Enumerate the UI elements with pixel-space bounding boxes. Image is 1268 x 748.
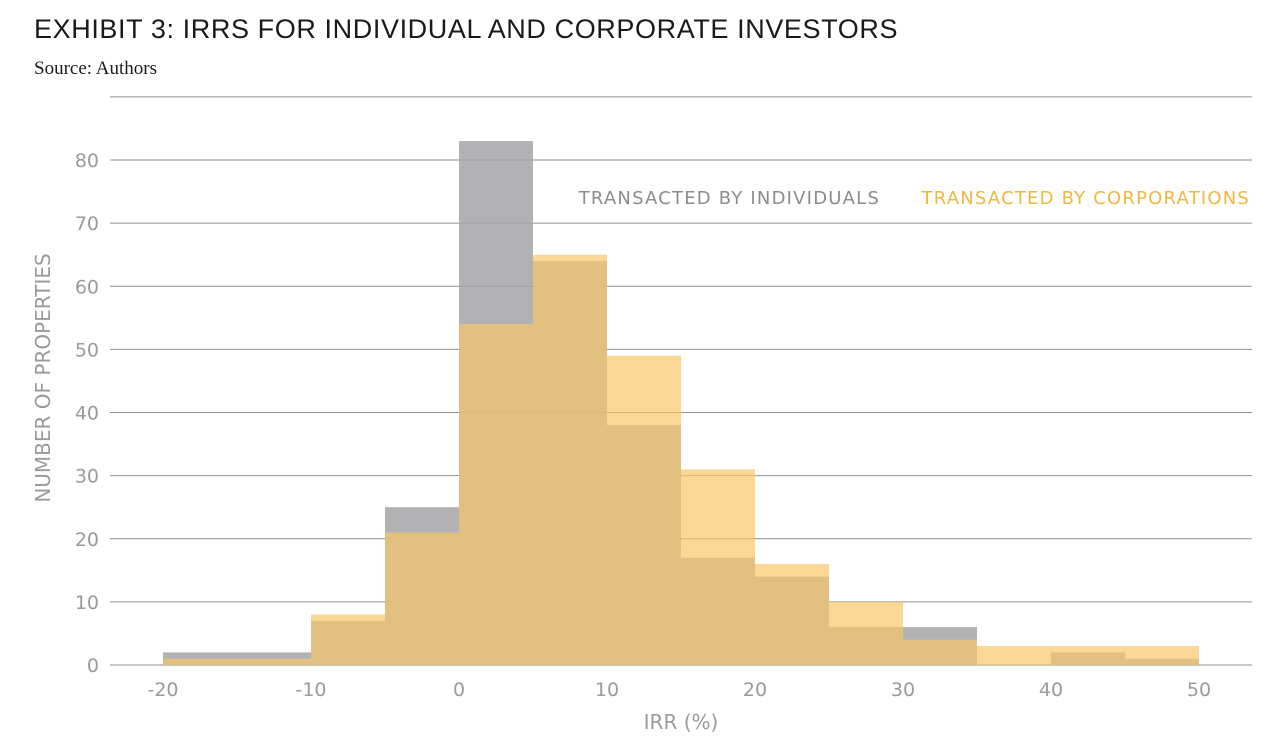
y-tick-label: 30 [75,466,99,488]
exhibit-source: Source: Authors [34,58,157,79]
x-tick-label: 50 [1187,679,1211,701]
histogram-bars [163,141,1199,665]
bar-corporations [459,324,533,665]
y-axis-label: NUMBER OF PROPERTIES [31,253,55,502]
bar-corporations [681,469,755,665]
legend-individuals: TRANSACTED BY INDIVIDUALS [578,188,880,209]
y-tick-label: 10 [75,592,99,614]
x-tick-label: -10 [295,679,326,701]
y-tick-label: 40 [75,403,99,425]
y-tick-label: 70 [75,213,99,235]
x-tick-label: 20 [743,679,767,701]
bar-corporations [1051,646,1125,665]
bar-corporations [385,532,459,665]
bar-corporations [829,601,903,665]
x-tick-label: 0 [453,679,465,701]
bar-corporations [903,639,977,665]
legend-corporations: TRANSACTED BY CORPORATIONS [921,188,1250,209]
bar-corporations [163,658,237,665]
y-tick-label: 50 [75,339,99,361]
bar-corporations [1125,646,1199,665]
y-tick-label: 80 [75,150,99,172]
y-tick-label: 20 [75,529,99,551]
bar-corporations [977,646,1051,665]
y-tick-label: 60 [75,276,99,298]
x-axis-label: IRR (%) [644,710,719,734]
bar-corporations [311,614,385,665]
bar-corporations [607,355,681,665]
y-tick-labels: 0 10 20 30 40 50 60 70 80 [75,150,99,677]
bar-corporations [755,564,829,665]
x-tick-label: -20 [147,679,178,701]
exhibit-title: EXHIBIT 3: IRRS FOR INDIVIDUAL AND CORPO… [34,14,899,44]
x-tick-labels: -20 -10 0 10 20 30 40 50 [147,679,1211,701]
bar-corporations [533,254,607,665]
y-tick-label: 0 [87,655,99,677]
x-tick-label: 30 [891,679,915,701]
bar-corporations [237,658,311,665]
x-tick-label: 10 [595,679,619,701]
x-tick-label: 40 [1039,679,1063,701]
